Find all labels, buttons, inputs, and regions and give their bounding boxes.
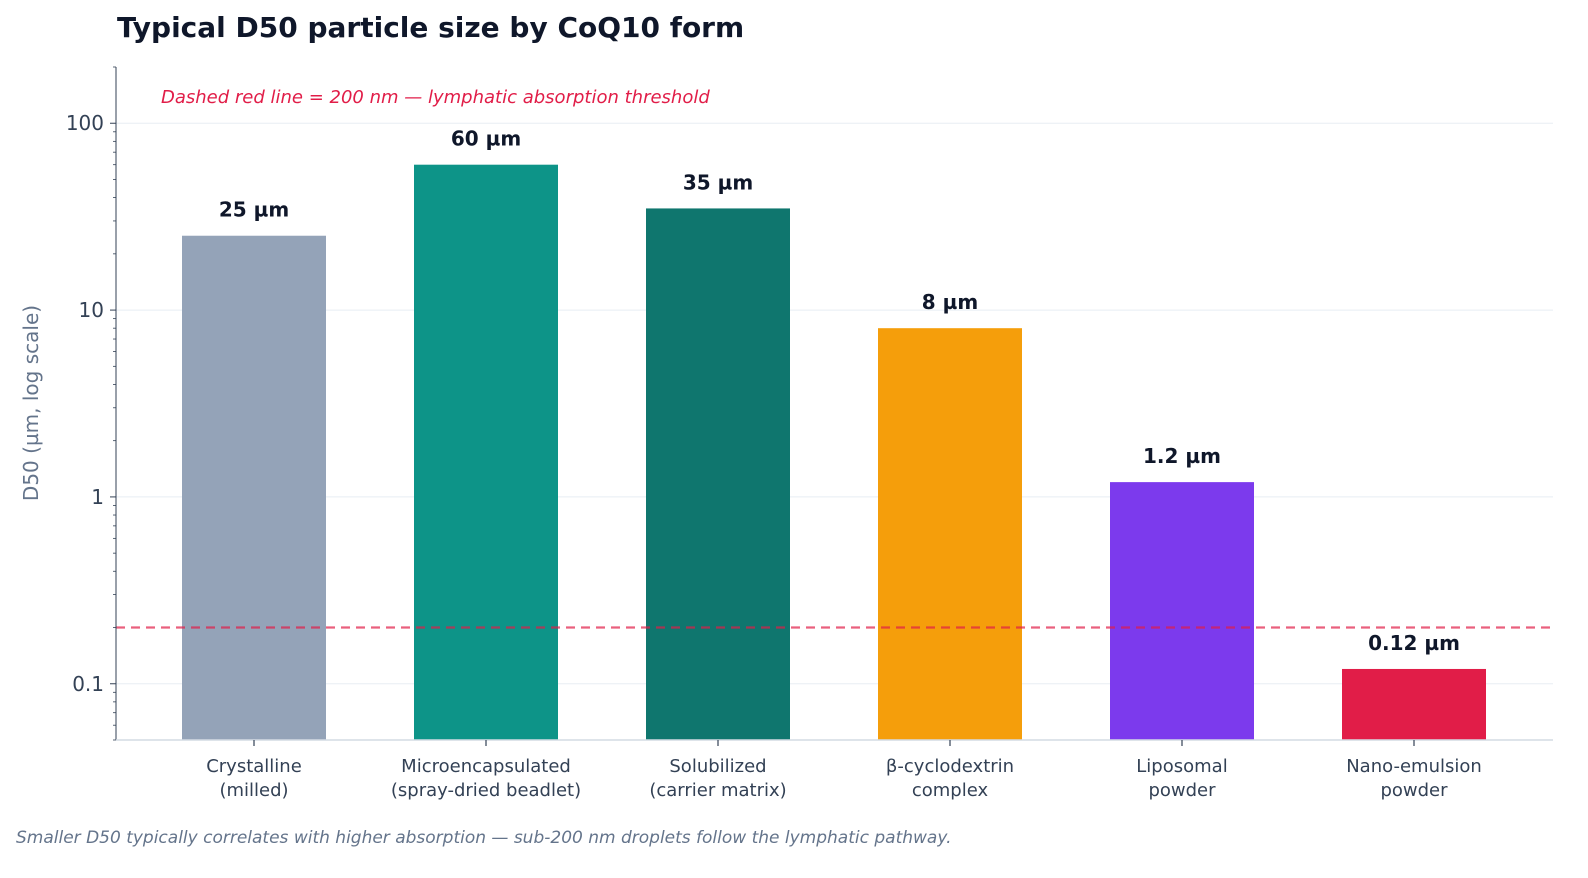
x-tick-label: Nano-emulsion <box>1346 756 1482 777</box>
bar-value-label: 25 µm <box>219 198 289 222</box>
bar <box>878 328 1022 740</box>
x-tick-label: powder <box>1380 780 1448 801</box>
bar-value-label: 60 µm <box>451 127 521 151</box>
y-tick-label: 1 <box>91 485 104 509</box>
bar <box>1110 482 1254 740</box>
x-tick-label: Solubilized <box>669 756 766 777</box>
y-tick-label: 100 <box>66 111 104 135</box>
y-axis-label: D50 (µm, log scale) <box>19 305 43 501</box>
x-tick-label: (milled) <box>219 780 288 801</box>
chart-title: Typical D50 particle size by CoQ10 form <box>117 11 744 44</box>
bar <box>646 208 790 741</box>
bar <box>414 164 558 741</box>
x-tick-label: Liposomal <box>1136 756 1227 777</box>
bar <box>1342 668 1486 740</box>
x-tick-label: Microencapsulated <box>401 756 571 777</box>
gridlines <box>116 122 1553 685</box>
x-tick-label: (carrier matrix) <box>649 780 786 801</box>
x-tick-label: (spray-dried beadlet) <box>391 780 581 801</box>
x-tick-label: complex <box>912 780 989 801</box>
bar-value-label: 1.2 µm <box>1143 444 1221 468</box>
threshold-annotation: Dashed red line = 200 nm — lymphatic abs… <box>161 87 710 108</box>
y-tick-label: 10 <box>79 298 104 322</box>
bars: 25 µm 60 µm 35 µm 8 µm 1.2 µm 0.12 µm <box>182 127 1486 741</box>
bar-value-label: 8 µm <box>922 290 978 314</box>
y-tick-label: 0.1 <box>72 672 104 696</box>
axes: 0.1 1 10 100 Crystalline (milled) Microencapsu… <box>66 66 1553 801</box>
x-tick-label: powder <box>1148 780 1216 801</box>
chart-caption: Smaller D50 typically correlates with hi… <box>16 828 951 848</box>
bar-value-label: 0.12 µm <box>1368 631 1460 655</box>
bar <box>182 235 326 740</box>
x-tick-label: Crystalline <box>206 756 302 777</box>
bar-value-label: 35 µm <box>683 170 753 194</box>
x-tick-label: β-cyclodextrin <box>886 756 1014 777</box>
